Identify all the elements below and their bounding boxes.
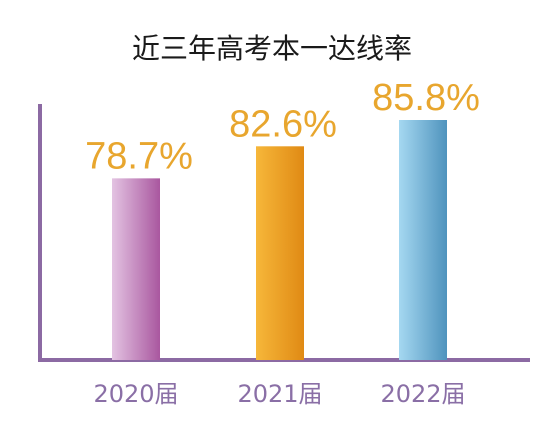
chart-title: 近三年高考本一达线率: [132, 32, 412, 65]
x-tick-label-2022届: 2022届: [380, 380, 465, 408]
data-label-2022届: 85.8%: [372, 77, 480, 119]
x-tick-label-2020届: 2020届: [93, 380, 178, 408]
bar-2022届: [399, 120, 447, 360]
data-label-2020届: 78.7%: [85, 135, 193, 177]
data-label-2021届: 82.6%: [229, 103, 337, 145]
bar-2020届: [112, 178, 160, 360]
x-tick-label-2021届: 2021届: [237, 380, 322, 408]
bar-2021届: [256, 146, 304, 360]
